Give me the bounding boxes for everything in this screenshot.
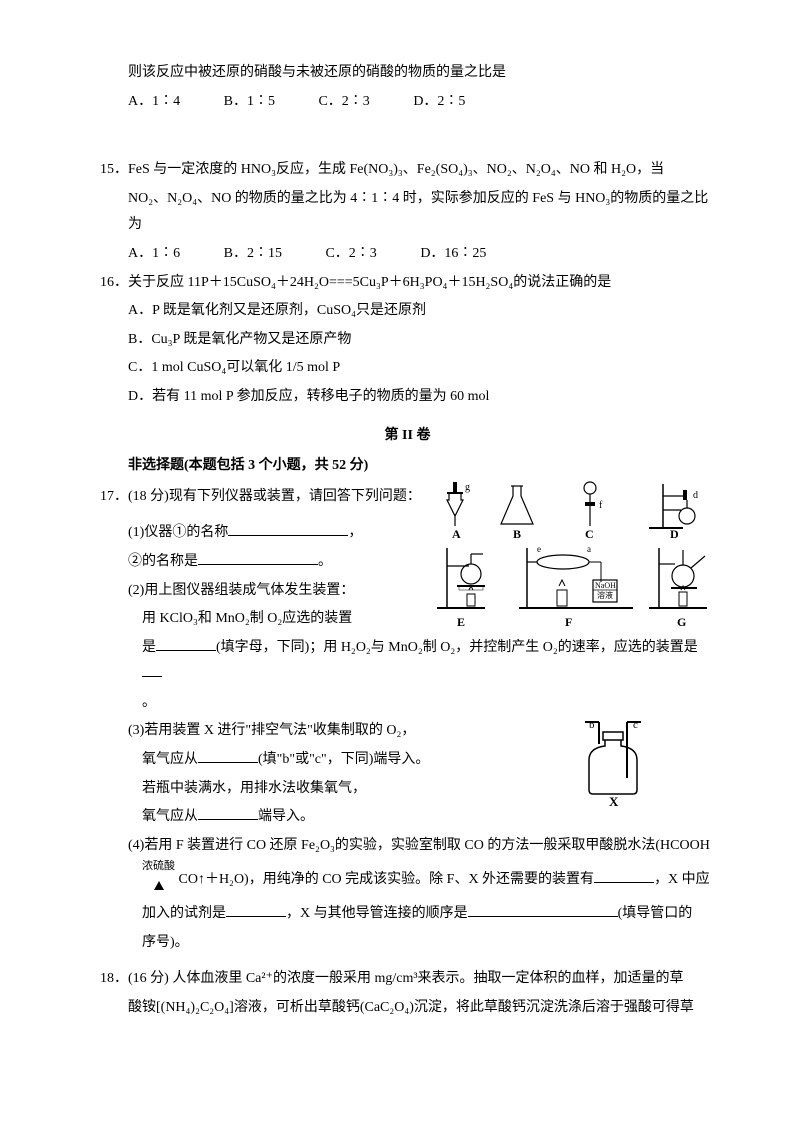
q-prefix-options: A．1∶4 B．1∶5 C．2∶3 D．2∶5	[100, 89, 715, 116]
q17-p2c-line: 是 (填字母，下同)；用 H₂O₂与 MnO₂制 O₂，并控制产生 O₂的速率，应…	[100, 635, 715, 688]
q17-num: 17．	[100, 489, 128, 504]
section2-title: 第 II 卷	[100, 423, 715, 450]
q17-p1: (1)仪器①的名称 ，	[100, 520, 430, 547]
q17-intro: (18 分)现有下列仪器或装置，请回答下列问题：	[128, 489, 421, 504]
blank-bc2	[198, 806, 258, 820]
q16-opt-c: C．1 mol CuSO₄可以氧化 1/5 mol P	[100, 355, 715, 382]
q-prefix-opt-b: B．1∶5	[224, 89, 275, 116]
q17-p2e: 。	[100, 690, 715, 717]
q17-p2b: 用 KClO₃和 MnO₂制 O₂应选的装置	[100, 606, 430, 633]
q17-p4c: CO↑＋H₂O)，用纯净的 CO 完成该实验。除 F、X 外还需要的装置有	[179, 872, 595, 887]
svg-text:c: c	[633, 719, 638, 731]
q18-num: 18．	[100, 971, 128, 986]
q15-text2: NO₂、N₂O₄、NO 的物质的量之比为 4∶1∶4 时，实际参加反应的 FeS…	[100, 186, 715, 239]
svg-text:F: F	[565, 615, 572, 629]
q-prefix-text: 则该反应中被还原的硝酸与未被还原的硝酸的物质的量之比是	[100, 60, 715, 87]
q17-p4b-top: 浓硫酸	[142, 861, 175, 872]
q16-text: 关于反应 11P＋15CuSO₄＋24H₂O===5Cu₃P＋6H₃PO₄＋15…	[128, 275, 611, 290]
blank-order	[468, 903, 618, 917]
svg-text:B: B	[513, 527, 521, 541]
q17-p1c: ②的名称是 。	[100, 549, 430, 576]
svg-text:C: C	[585, 527, 594, 541]
q18-text2: 酸铵[(NH₄)₂C₂O₄]溶液，可析出草酸钙(CaC₂O₄)沉淀，将此草酸钙沉…	[100, 995, 715, 1022]
blank-dev1	[156, 637, 216, 651]
svg-text:f: f	[599, 500, 603, 511]
svg-text:d: d	[693, 490, 698, 501]
q15-opt-d: D．16∶25	[420, 241, 486, 268]
blank-bc1	[198, 749, 258, 763]
section2-subtitle: 非选择题(本题包括 3 个小题，共 52 分)	[100, 453, 715, 480]
q17-p3e: 氧气应从	[142, 809, 198, 824]
q15-text1: FeS 与一定浓度的 HNO₃反应，生成 Fe(NO₃)₃、Fe₂(SO₄)₃、…	[128, 162, 664, 177]
q17-p1d: 。	[318, 554, 332, 569]
q17-p4-react: 浓硫酸 CO↑＋H₂O)，用纯净的 CO 完成该实验。除 F、X 外还需要的装置…	[100, 861, 715, 899]
q17-p4f: ，X 与其他导管连接的顺序是	[286, 906, 468, 921]
blank-name1	[228, 522, 348, 536]
svg-text:G: G	[677, 615, 686, 629]
q18-text1: (16 分) 人体血液里 Ca²⁺的浓度一般采用 mg/cm³来表示。抽取一定体…	[128, 971, 684, 986]
q15-opt-b: B．2∶15	[224, 241, 282, 268]
q17-p2a: (2)用上图仪器组装成气体发生装置：	[100, 578, 430, 605]
q15-num: 15．	[100, 162, 128, 177]
svg-text:D: D	[670, 527, 679, 541]
svg-text:NaOH: NaOH	[595, 581, 616, 590]
q17-p1a: (1)仪器①的名称	[128, 525, 228, 540]
svg-text:b: b	[589, 719, 595, 731]
q16-opt-a: A．P 既是氧化剂又是还原剂，CuSO₄只是还原剂	[100, 298, 715, 325]
q17-p4a: (4)若用 F 装置进行 CO 还原 Fe₂O₃的实验，实验室制取 CO 的方法…	[100, 833, 715, 860]
q-prefix-opt-a: A．1∶4	[128, 89, 180, 116]
q-prefix-opt-d: D．2∶5	[413, 89, 465, 116]
svg-text:a: a	[587, 544, 591, 554]
svg-text:e: e	[537, 544, 541, 554]
q17-p1c-text: ②的名称是	[128, 554, 198, 569]
triangle-icon	[154, 881, 164, 890]
q17-p4g: (填导管口的	[618, 906, 693, 921]
blank-name2	[198, 551, 318, 565]
q15-options: A．1∶6 B．2∶15 C．2∶3 D．16∶25	[100, 241, 715, 268]
q18: 18．(16 分) 人体血液里 Ca²⁺的浓度一般采用 mg/cm³来表示。抽取…	[100, 966, 715, 993]
q16: 16．关于反应 11P＋15CuSO₄＋24H₂O===5Cu₃P＋6H₃PO₄…	[100, 270, 715, 297]
q17-p4h: 序号)。	[100, 930, 715, 957]
bottle-figure: b c X	[575, 718, 655, 819]
q17-p4e-line: 加入的试剂是 ，X 与其他导管连接的顺序是 (填导管口的	[100, 901, 715, 928]
blank-reagent	[226, 903, 286, 917]
svg-text:g: g	[465, 482, 470, 493]
q17-p3f: 端导入。	[258, 809, 314, 824]
blank-dev2	[142, 663, 162, 677]
q15-opt-c: C．2∶3	[325, 241, 376, 268]
q17: 17．(18 分)现有下列仪器或装置，请回答下列问题： g	[100, 484, 715, 957]
q15-opt-a: A．1∶6	[128, 241, 180, 268]
blank-dev3	[594, 869, 654, 883]
q16-num: 16．	[100, 275, 128, 290]
svg-text:溶液: 溶液	[597, 590, 613, 600]
apparatus-figure: g f d	[435, 480, 725, 641]
q17-p4d: ，X 中应	[654, 872, 710, 887]
svg-text:A: A	[452, 527, 461, 541]
q17-p3b: 氧气应从	[142, 752, 198, 767]
q17-p1b: ，	[348, 525, 362, 540]
q17-p3c: (填"b"或"c"，下同)端导入。	[258, 752, 429, 767]
q-prefix-opt-c: C．2∶3	[318, 89, 369, 116]
q17-p2d: (填字母，下同)；用 H₂O₂与 MnO₂制 O₂，并控制产生 O₂的速率，应选…	[216, 640, 698, 655]
q16-opt-b: B．Cu₃P 既是氧化产物又是还原产物	[100, 327, 715, 354]
svg-text:E: E	[457, 615, 465, 629]
q16-opt-d: D．若有 11 mol P 参加反应，转移电子的物质的量为 60 mol	[100, 384, 715, 411]
q17-p2c: 是	[142, 640, 156, 655]
svg-text:X: X	[609, 794, 619, 808]
q17-p4e: 加入的试剂是	[142, 906, 226, 921]
q15: 15．FeS 与一定浓度的 HNO₃反应，生成 Fe(NO₃)₃、Fe₂(SO₄…	[100, 157, 715, 184]
